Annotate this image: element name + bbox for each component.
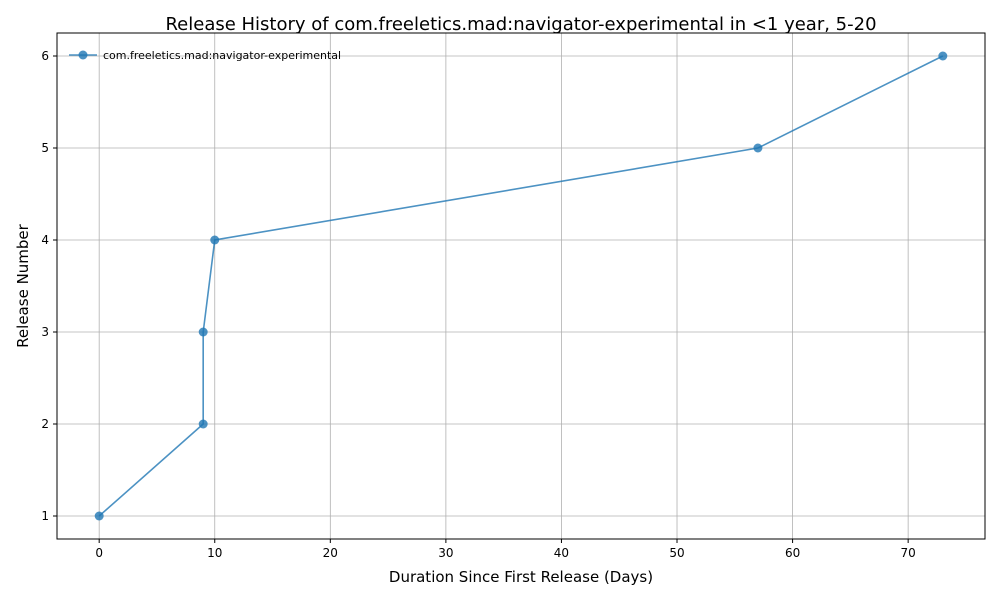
x-axis-label: Duration Since First Release (Days) xyxy=(389,568,653,586)
legend-label: com.freeletics.mad:navigator-experimenta… xyxy=(103,49,341,62)
axis-ticks: 0 10 20 30 40 50 60 70 1 2 3 4 5 6 xyxy=(41,49,915,560)
x-tick-label: 40 xyxy=(554,546,569,560)
y-tick-label: 5 xyxy=(41,141,49,155)
data-point xyxy=(753,143,763,153)
x-tick-label: 30 xyxy=(438,546,453,560)
x-tick-label: 60 xyxy=(785,546,800,560)
x-tick-label: 10 xyxy=(207,546,222,560)
y-tick-label: 6 xyxy=(41,49,49,63)
y-tick-label: 3 xyxy=(41,325,49,339)
y-tick-label: 1 xyxy=(41,509,49,523)
x-tick-label: 0 xyxy=(95,546,103,560)
data-point xyxy=(94,511,104,521)
x-tick-label: 50 xyxy=(669,546,684,560)
plot-frame xyxy=(56,32,986,540)
data-point xyxy=(198,419,208,429)
grid-lines xyxy=(57,33,985,539)
x-tick-label: 70 xyxy=(901,546,916,560)
y-axis-label: Release Number xyxy=(14,223,32,347)
y-tick-label: 4 xyxy=(41,233,49,247)
x-tick-label: 20 xyxy=(323,546,338,560)
data-point xyxy=(938,51,948,61)
y-tick-label: 2 xyxy=(41,417,49,431)
data-point xyxy=(198,327,208,337)
chart-title: Release History of com.freeletics.mad:na… xyxy=(165,14,876,35)
legend: com.freeletics.mad:navigator-experimenta… xyxy=(69,49,341,62)
series-layer xyxy=(94,51,948,521)
legend-marker xyxy=(78,50,88,60)
series-line xyxy=(98,55,944,517)
data-point xyxy=(210,235,220,245)
